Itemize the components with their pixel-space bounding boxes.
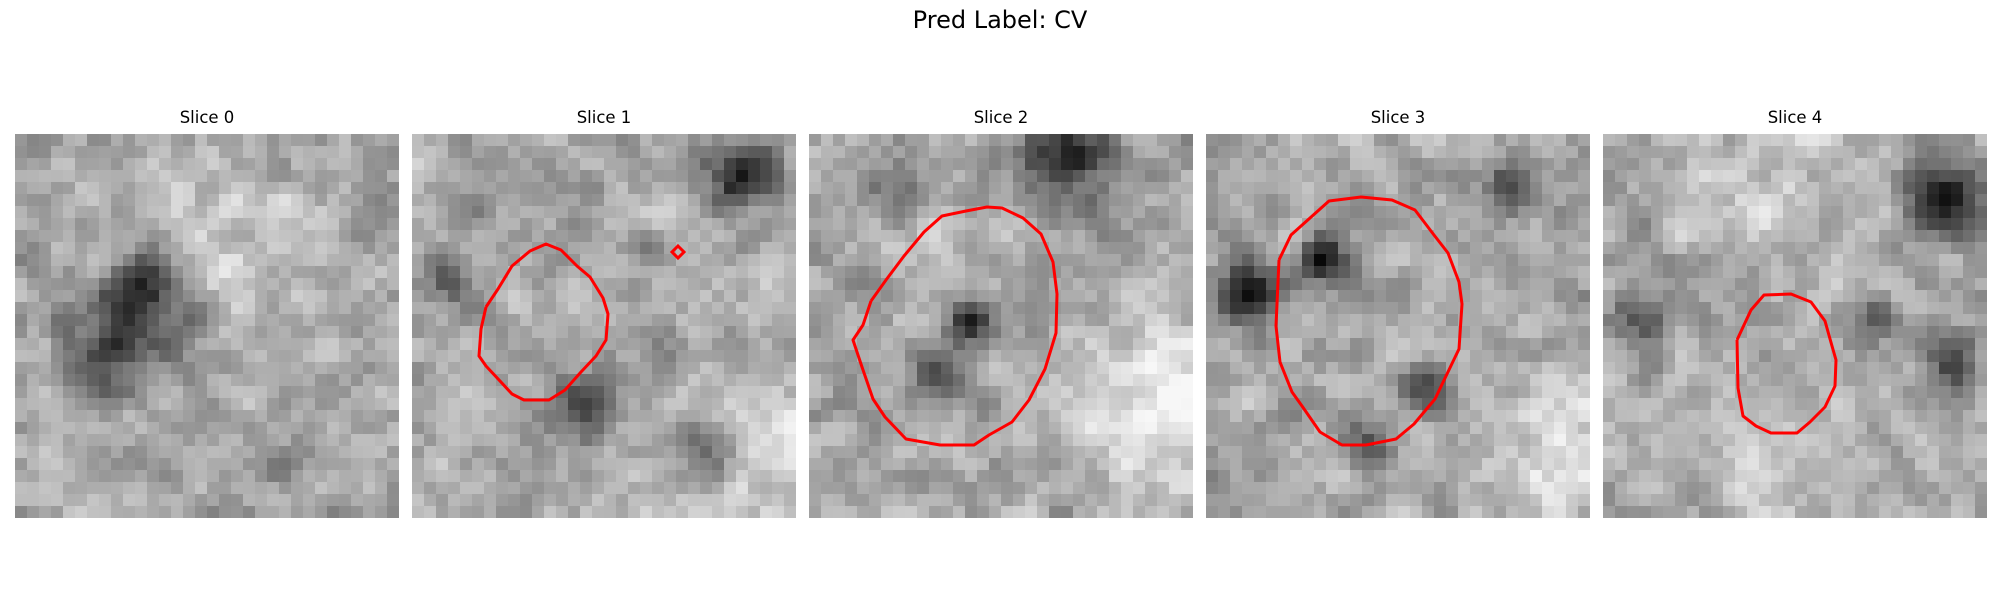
segmentation-contour-small [669,243,687,261]
figure-title: Pred Label: CV [912,6,1088,34]
slice-image-1 [412,134,796,518]
segmentation-contour [1735,292,1838,435]
slice-pixel-grid [15,134,399,518]
slice-panel-3: Slice 3 [1206,106,1590,518]
slice-pixel-grid [1603,134,1987,518]
slice-panel-1: Slice 1 [412,106,796,518]
slice-image-3 [1206,134,1590,518]
slice-image-2 [809,134,1193,518]
segmentation-contour [477,242,610,402]
slice-title-2: Slice 2 [973,108,1029,127]
slice-pixel-grid [412,134,796,518]
slice-title-1: Slice 1 [576,108,632,127]
slice-panel-4: Slice 4 [1603,106,1987,518]
slice-pixel-grid [1206,134,1590,518]
slice-panel-0: Slice 0 [15,106,399,518]
slice-panel-2: Slice 2 [809,106,1193,518]
slice-title-3: Slice 3 [1370,108,1426,127]
segmentation-contour [1274,195,1464,447]
slice-title-0: Slice 0 [179,108,235,127]
segmentation-contour [851,205,1059,447]
slice-title-4: Slice 4 [1767,108,1823,127]
slice-image-4 [1603,134,1987,518]
slice-pixel-grid [809,134,1193,518]
slice-image-0 [15,134,399,518]
